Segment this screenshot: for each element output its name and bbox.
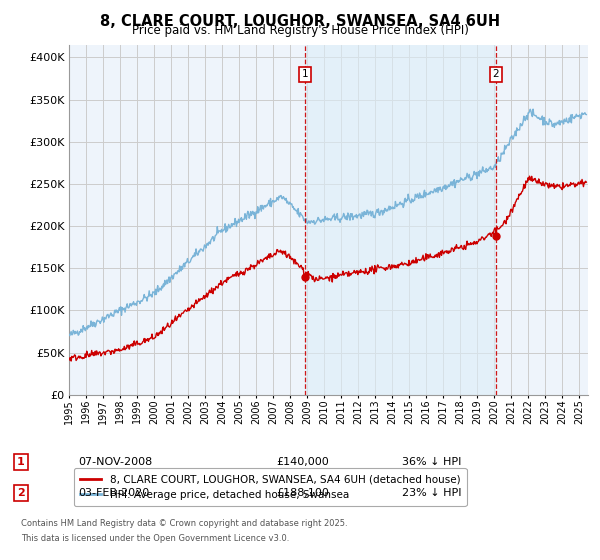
Text: 1: 1 bbox=[17, 457, 25, 467]
Text: Price paid vs. HM Land Registry's House Price Index (HPI): Price paid vs. HM Land Registry's House … bbox=[131, 24, 469, 36]
Text: £188,100: £188,100 bbox=[276, 488, 329, 498]
Legend: 8, CLARE COURT, LOUGHOR, SWANSEA, SA4 6UH (detached house), HPI: Average price, : 8, CLARE COURT, LOUGHOR, SWANSEA, SA4 6U… bbox=[74, 468, 467, 506]
Text: 1: 1 bbox=[301, 69, 308, 80]
Text: 07-NOV-2008: 07-NOV-2008 bbox=[78, 457, 152, 467]
Text: 03-FEB-2020: 03-FEB-2020 bbox=[78, 488, 149, 498]
Bar bbox=[305, 45, 496, 395]
Text: This data is licensed under the Open Government Licence v3.0.: This data is licensed under the Open Gov… bbox=[21, 534, 289, 543]
Text: £140,000: £140,000 bbox=[276, 457, 329, 467]
Text: 23% ↓ HPI: 23% ↓ HPI bbox=[402, 488, 461, 498]
Text: 36% ↓ HPI: 36% ↓ HPI bbox=[402, 457, 461, 467]
Text: 2: 2 bbox=[17, 488, 25, 498]
Text: 2: 2 bbox=[493, 69, 499, 80]
Text: Contains HM Land Registry data © Crown copyright and database right 2025.: Contains HM Land Registry data © Crown c… bbox=[21, 519, 347, 528]
Text: 8, CLARE COURT, LOUGHOR, SWANSEA, SA4 6UH: 8, CLARE COURT, LOUGHOR, SWANSEA, SA4 6U… bbox=[100, 14, 500, 29]
